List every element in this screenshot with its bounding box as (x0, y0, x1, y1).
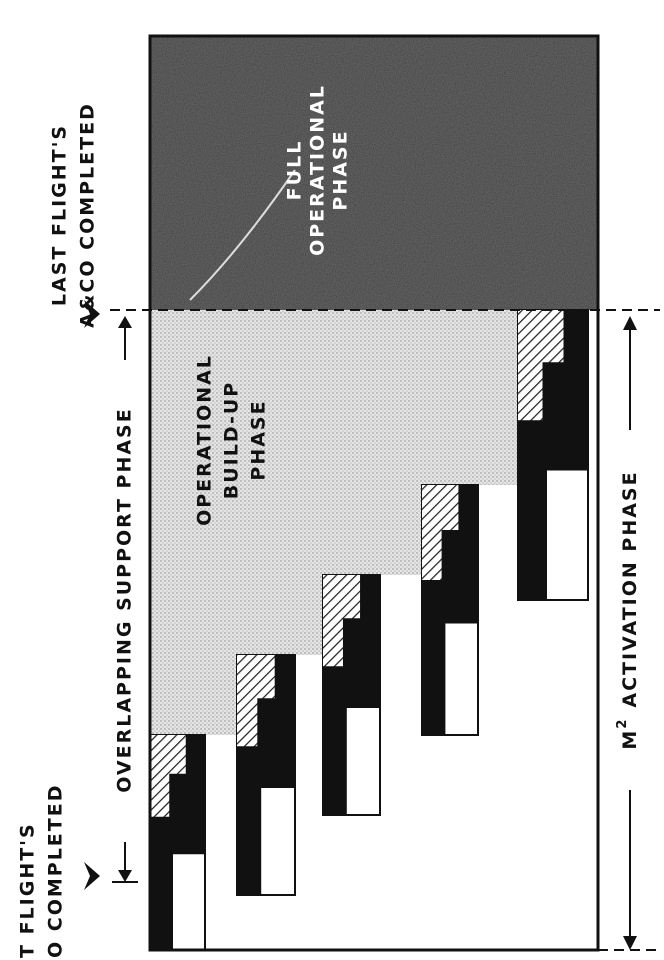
full-operational-region (150, 36, 598, 310)
last-flight-line1: LAST FLIGHT'S (49, 124, 71, 306)
arrowhead (623, 316, 637, 330)
marker-arrow (84, 862, 100, 890)
activation-label: M2 ACTIVATION PHASE (615, 470, 641, 749)
arrowhead (118, 870, 132, 882)
activation-prefix: M (619, 729, 641, 750)
step-white (443, 621, 479, 736)
first-flight-line1: T FLIGHT'S (17, 822, 39, 958)
step-hatch (518, 310, 564, 421)
buildup-region (150, 310, 518, 735)
activation-steps (149, 309, 589, 951)
step-white (259, 786, 297, 896)
buildup-line2: BUILD-UP (221, 381, 243, 499)
step-white (545, 468, 589, 601)
overlapping-support-label: OVERLAPPING SUPPORT PHASE (114, 407, 136, 792)
arrowhead (623, 936, 637, 950)
step-hatch (237, 655, 275, 747)
step-hatch (150, 735, 186, 817)
trace-line (189, 169, 296, 301)
full-operational-line3: PHASE (330, 129, 352, 210)
buildup-line3: PHASE (248, 399, 270, 480)
activation-text: ACTIVATION PHASE (619, 470, 641, 707)
buildup-line1: OPERATIONAL (194, 354, 216, 526)
last-flight-line2: A&CO COMPLETED (77, 102, 99, 328)
step-white (171, 852, 206, 951)
full-operational-shade (150, 36, 598, 310)
full-operational-line1: FULL (284, 140, 306, 201)
step-white (344, 706, 381, 816)
marker-arrow (84, 300, 100, 328)
activation-superscript: 2 (615, 718, 630, 729)
step-hatch (323, 575, 361, 667)
step-hatch (422, 485, 459, 580)
arrowhead (118, 316, 132, 328)
full-operational-line2: OPERATIONAL (307, 84, 329, 256)
first-flight-line2: O COMPLETED (45, 784, 67, 959)
